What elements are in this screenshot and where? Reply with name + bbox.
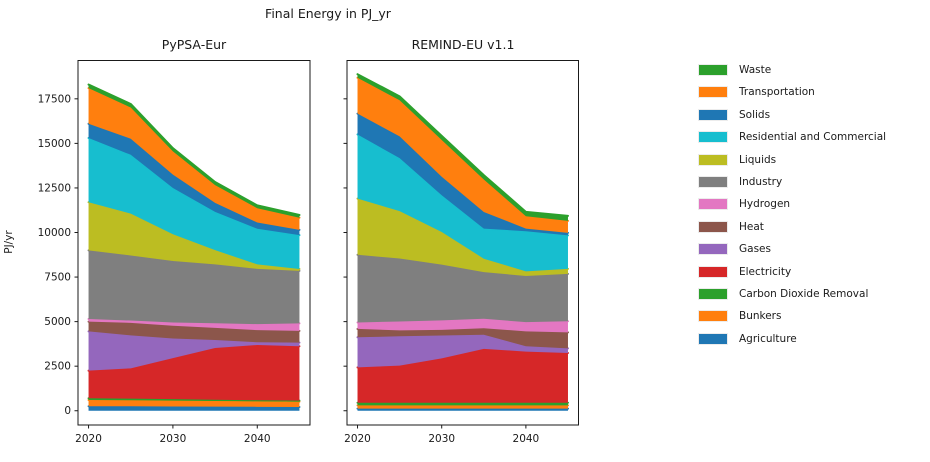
legend-label: Waste [739,64,772,76]
area-electricity [88,344,300,401]
area-liquids [357,198,568,276]
x-tick-label: 2020 [75,433,102,445]
legend-swatch [698,64,728,76]
legend-swatch [698,108,728,121]
legend-item-bunkers: Bunkers [698,310,886,323]
legend-swatch [698,175,728,188]
legend-item-gases: Gases [698,243,886,256]
pypsa-eur-chart: 0 2500 5000 7500 10000 12500 15000 17500 2020 203… [38,60,311,445]
legend-label: Electricity [739,265,792,278]
area-edge-waste [356,73,569,217]
legend-label: Agriculture [739,332,797,345]
legend-label: Bunkers [739,310,782,323]
legend-label: Residential and Commercial [739,131,887,144]
area-transportation [88,88,300,230]
y-tick-label: 12500 [38,182,71,194]
area-gases [88,331,300,371]
legend-item-industry: Industry [698,175,886,188]
y-axis-label: PJ/yr [3,230,15,254]
x-tick-label: 2040 [513,433,540,445]
legend-swatch [698,332,728,345]
legend-label: Gases [739,243,771,256]
legend-label: Industry [739,175,783,188]
legend-swatch [698,220,728,233]
area-residential-and-commercial [88,138,300,270]
area-gases [357,334,568,368]
y-tick-label: 2500 [44,361,71,373]
y-tick-label: 0 [64,405,71,417]
legend-item-transportation: Transportation [698,86,886,99]
legend-label: Heat [739,220,764,233]
x-tick-label: 2020 [344,433,371,445]
subplot-title-pypsa-eur: PyPSA-Eur [161,37,227,52]
area-waste [88,84,300,218]
area-transportation [357,77,568,233]
area-industry [88,250,300,325]
legend-item-liquids: Liquids [698,153,886,166]
x-tick-label: 2030 [428,433,455,445]
area-industry [357,254,568,323]
y-tick-label: 17500 [38,93,71,105]
area-electricity [357,348,568,403]
legend-label: Liquids [739,153,777,166]
remind-eu-chart: 2020 2030 2040 [343,60,579,445]
legend-item-carbon-dioxide-removal: Carbon Dioxide Removal [698,287,886,300]
x-tick-label: 2030 [160,433,187,445]
area-waste [357,74,568,221]
legend-item-waste: Waste [698,64,886,76]
legend-swatch [698,86,728,99]
legend-label: Transportation [739,86,815,99]
axes-frame [77,60,311,426]
x-tick-label: 2040 [244,433,271,445]
area-heat [88,321,300,343]
area-heat [357,328,568,349]
legend-swatch [698,265,728,278]
area-edge-hydrogen [356,317,569,324]
legend-swatch [698,287,728,300]
legend-label: Hydrogen [739,198,791,211]
legend-item-agriculture: Agriculture [698,332,886,345]
figure-title: Final Energy in PJ_yr [265,6,391,21]
legend-label: Carbon Dioxide Removal [739,287,869,300]
legend-item-residential-and-commercial: Residential and Commercial [698,131,887,144]
area-edge-waste [87,83,301,217]
area-solids [88,123,300,236]
y-tick-label: 7500 [44,272,71,284]
legend-swatch [698,131,728,144]
legend-swatch [698,198,728,211]
area-edge-gases [87,330,301,344]
y-tick-label: 5000 [44,316,71,328]
legend: Waste Transportation Solids Residential and… [698,64,886,345]
y-tick-label: 10000 [38,227,71,239]
legend-item-hydrogen: Hydrogen [698,198,886,211]
axes-frame [346,60,579,426]
y-tick-label: 15000 [38,138,71,150]
area-edge-transportation [87,87,301,219]
legend-item-heat: Heat [698,220,886,233]
subplot-title-remind-eu: REMIND-EU v1.1 [411,37,515,52]
legend-item-solids: Solids [698,108,886,121]
legend-swatch [698,153,728,166]
legend-swatch [698,310,728,323]
area-edge-bunkers [87,399,301,403]
legend-item-electricity: Electricity [698,265,886,278]
legend-swatch [698,243,728,256]
legend-label: Solids [739,108,771,121]
